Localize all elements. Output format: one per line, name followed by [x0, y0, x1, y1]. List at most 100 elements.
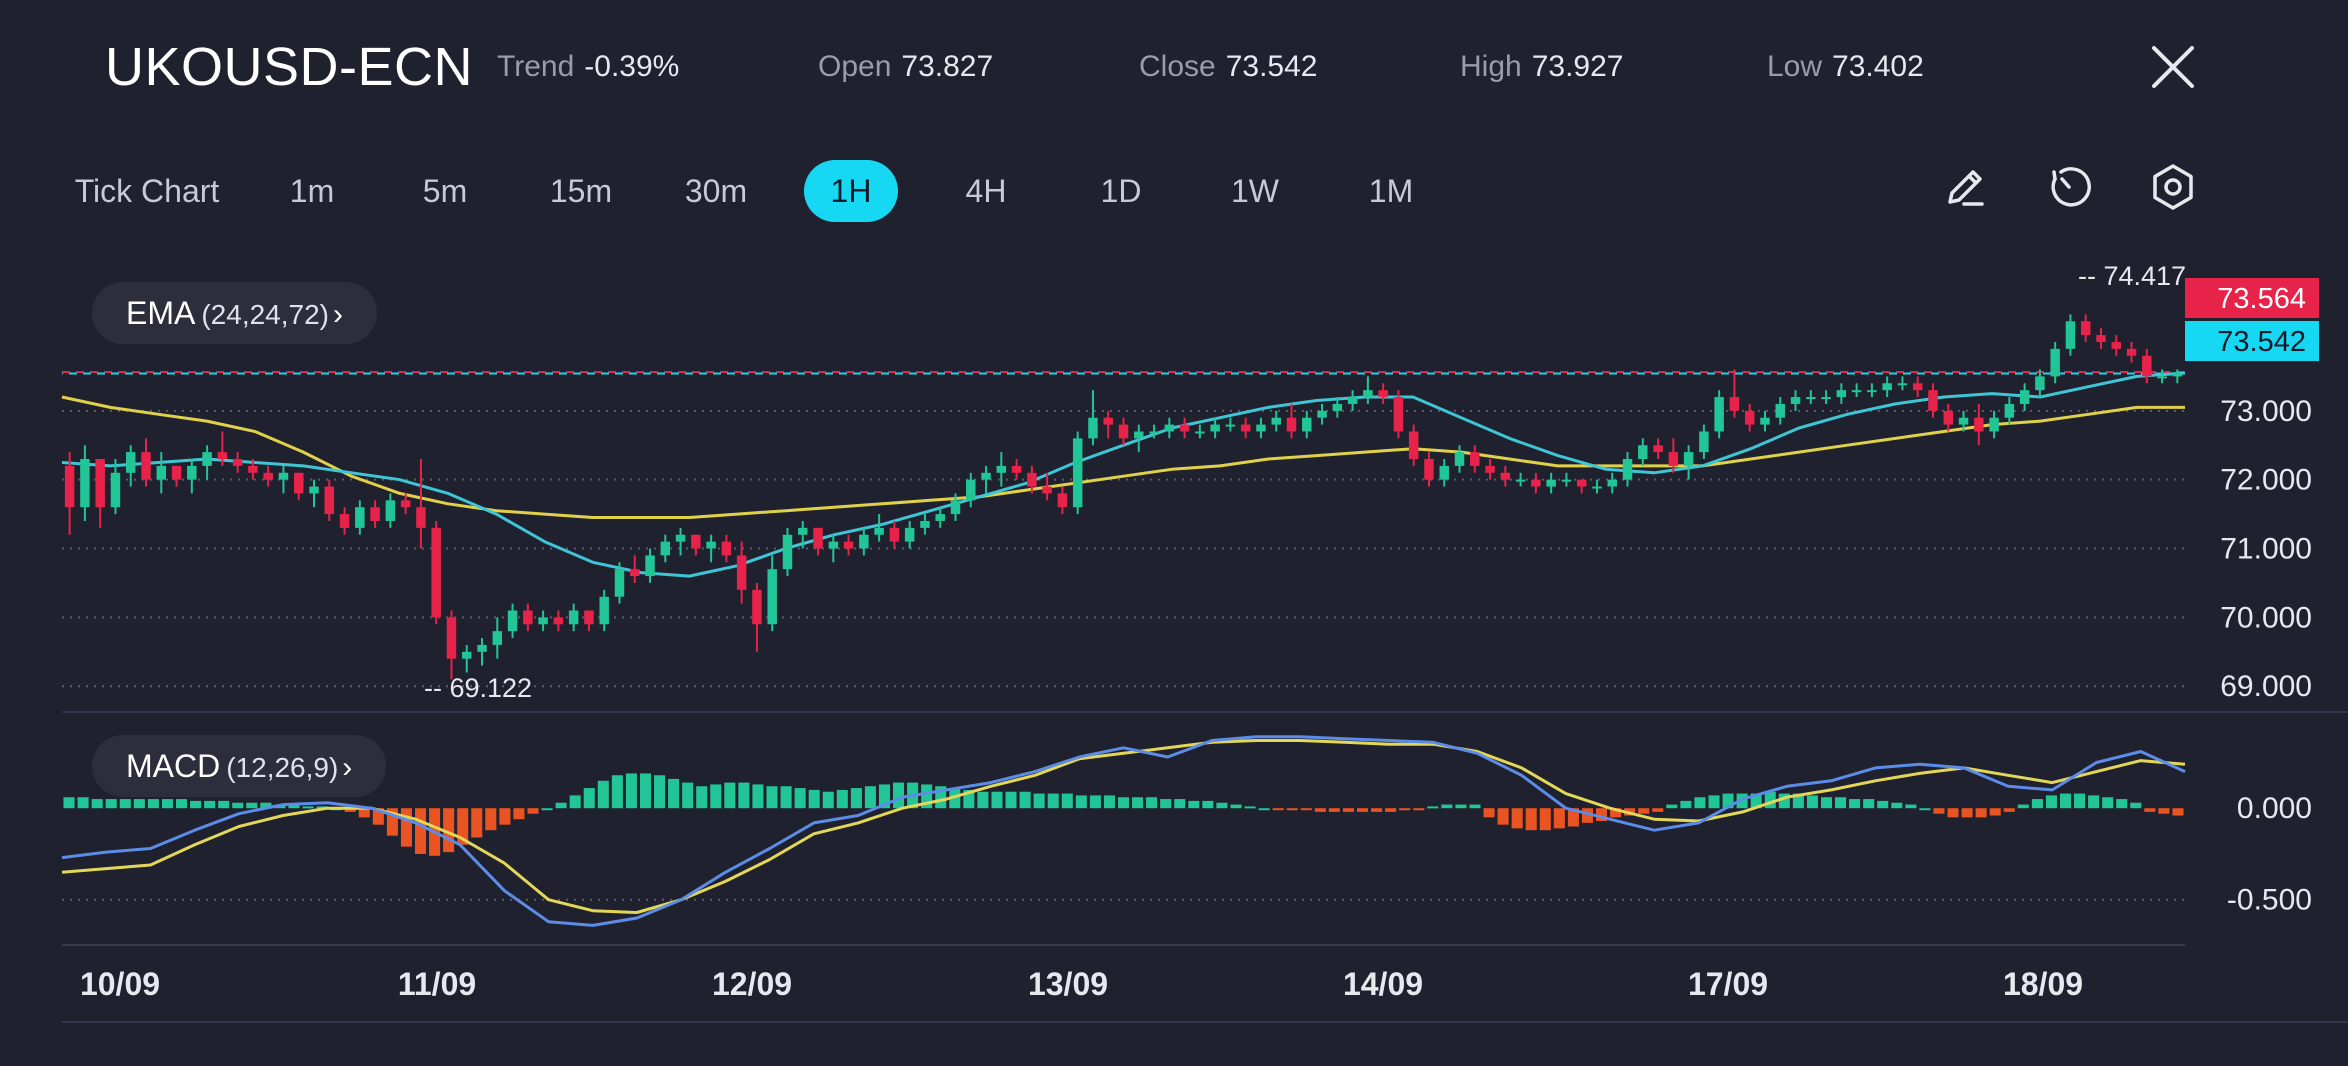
candle-body — [1806, 397, 1816, 400]
macd-histogram-bar — [794, 788, 806, 809]
candle-body — [400, 500, 411, 508]
candle-body — [1882, 383, 1892, 391]
candle-body — [309, 486, 319, 494]
ema-label: EMA — [126, 295, 196, 331]
macd-histogram-bar — [963, 789, 975, 809]
candle-body — [1500, 472, 1511, 480]
candle-body — [568, 610, 579, 625]
macd-histogram-bar — [1595, 808, 1608, 822]
candle-body — [2050, 348, 2060, 377]
candle-body — [1897, 383, 1908, 386]
stat-value: 73.927 — [1531, 50, 1624, 83]
candle-body — [1683, 452, 1694, 466]
stat-value: -0.39% — [584, 50, 680, 83]
candle-body — [935, 514, 945, 521]
macd-histogram-bar — [1638, 808, 1650, 814]
macd-histogram-bar — [710, 784, 722, 809]
macd-histogram-bar — [1216, 802, 1228, 809]
candle-body — [1286, 417, 1297, 432]
macd-histogram-bar — [2158, 808, 2170, 814]
macd-histogram-bar — [1877, 800, 1889, 809]
candle-body — [141, 452, 151, 480]
candle-body — [2157, 376, 2167, 379]
macd-histogram-bar — [330, 808, 342, 811]
candle-body — [1118, 424, 1129, 439]
macd-histogram-bar — [2031, 799, 2043, 809]
tab-15m[interactable]: 15m — [549, 173, 613, 209]
candle-body — [1195, 431, 1205, 434]
candle-body — [614, 569, 625, 597]
macd-histogram-bar — [654, 775, 666, 809]
macd-histogram-bar — [2045, 795, 2057, 809]
macd-histogram-bar — [1356, 808, 1369, 812]
macd-histogram-bar — [1089, 795, 1101, 809]
tab-1m[interactable]: 1m — [289, 173, 335, 209]
macd-histogram-bar — [133, 799, 145, 809]
candle-body — [904, 527, 915, 542]
macd-histogram-bar — [372, 808, 384, 825]
time-tick-label: 12/09 — [712, 966, 792, 1002]
macd-histogram-bar — [499, 808, 511, 825]
macd-histogram-bar — [808, 789, 820, 809]
reset-chart-button[interactable] — [2044, 162, 2094, 212]
candle-body — [507, 610, 518, 632]
candle-body — [1653, 445, 1663, 453]
draw-tool-button[interactable] — [1940, 162, 1990, 212]
price-axis: 73.000 72.000 71.000 70.000 69.000 0.000 -0.50… — [2220, 395, 2312, 917]
candle-body — [1454, 452, 1465, 466]
macd-histogram-bar — [358, 808, 370, 818]
candle-body — [1958, 417, 1969, 425]
candle-body — [1760, 417, 1770, 425]
macd-histogram-bar — [1469, 804, 1481, 809]
tab-30m[interactable]: 30m — [684, 173, 748, 209]
tab-1m-month[interactable]: 1M — [1368, 173, 1414, 209]
time-tick-label: 13/09 — [1028, 966, 1108, 1002]
candle-body — [1714, 397, 1724, 432]
tab-1w[interactable]: 1W — [1231, 173, 1279, 209]
candle-body — [1515, 479, 1526, 482]
timeframe-bar: Tick Chart 1m 5m 15m 30m 1H 4H 1D 1W 1M — [0, 160, 2348, 226]
grid — [62, 370, 2348, 1023]
candle-body — [1622, 459, 1633, 480]
tab-1h[interactable]: 1H — [804, 160, 898, 222]
ema-slow-line — [61, 395, 2185, 519]
macd-tick-label: -0.500 — [2227, 884, 2312, 917]
tab-tick-chart[interactable]: Tick Chart — [74, 173, 220, 209]
tab-5m[interactable]: 5m — [422, 173, 468, 209]
macd-histogram — [63, 773, 2184, 856]
ema-indicator-pill[interactable]: EMA (24,24,72) › — [92, 282, 377, 344]
candle-body — [813, 527, 823, 549]
stat-high: High 73.927 — [1460, 50, 1623, 84]
low-marker-value: 69.122 — [449, 673, 532, 703]
macd-histogram-bar — [443, 808, 455, 853]
candle-body — [752, 589, 762, 625]
macd-histogram-bar — [1933, 808, 1945, 814]
chevron-right-icon: › — [332, 298, 343, 331]
macd-histogram-bar — [1820, 797, 1833, 809]
candle-body — [1576, 479, 1587, 487]
macd-histogram-bar — [1539, 808, 1551, 831]
macd-histogram-bar — [878, 784, 891, 809]
candle-body — [843, 541, 854, 549]
price-tick-label: 73.000 — [2220, 395, 2312, 428]
macd-histogram-bar — [2116, 799, 2128, 809]
candle-body — [2096, 335, 2106, 342]
stat-label: Low — [1767, 50, 1823, 83]
macd-histogram-bar — [1581, 808, 1593, 823]
candle-body — [1531, 479, 1541, 487]
macd-indicator-pill[interactable]: MACD (12,26,9) › — [92, 735, 387, 797]
tab-1d[interactable]: 1D — [1100, 173, 1142, 209]
settings-button[interactable] — [2148, 162, 2198, 212]
candle-body — [2111, 341, 2122, 349]
candle-body — [1072, 438, 1083, 508]
macd-histogram-bar — [921, 784, 933, 809]
chevron-right-icon: › — [342, 751, 353, 784]
macd-histogram-bar — [457, 808, 469, 845]
price-tick-label: 72.000 — [2220, 464, 2312, 497]
close-button[interactable] — [2148, 42, 2198, 92]
candle-body — [645, 555, 655, 577]
macd-histogram-bar — [977, 791, 989, 809]
candle-body — [232, 459, 243, 466]
macd-histogram-bar — [161, 799, 173, 809]
tab-4h[interactable]: 4H — [965, 173, 1007, 209]
